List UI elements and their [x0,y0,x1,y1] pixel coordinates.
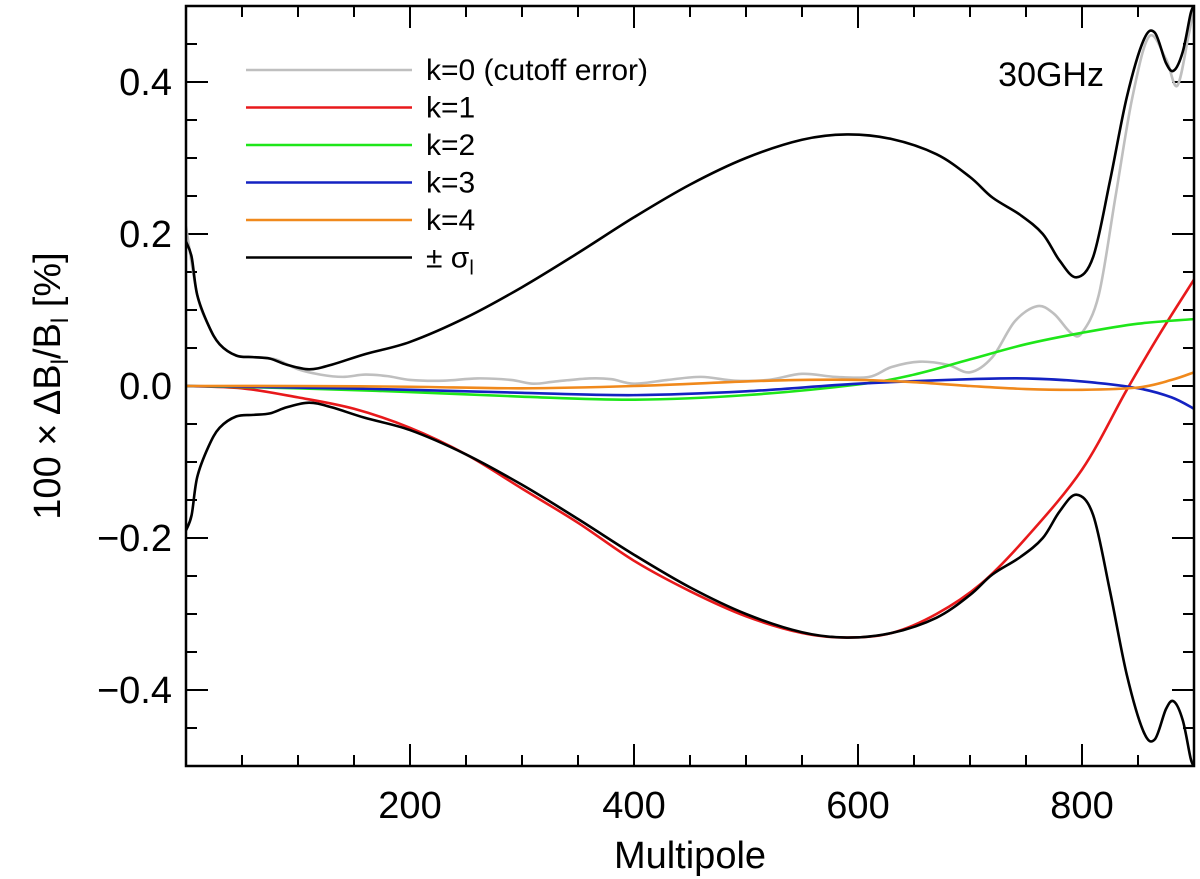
y-axis-title: 100 × ΔBl/Bl [%] [27,252,74,519]
frequency-annotation: 30GHz [998,56,1104,94]
legend-label: k=2 [426,129,475,162]
legend-label: ± σl [426,242,474,280]
legend-label: k=1 [426,92,475,125]
x-axis-title: Multipole [614,835,766,877]
series-line-k-3 [186,376,1194,410]
y-tick-label: 0.4 [119,62,172,104]
series-line-k-1 [186,278,1194,639]
series-line-k-4 [186,371,1194,392]
x-tick-label: 600 [826,785,889,827]
y-tick-label: 0.2 [119,214,172,256]
series-line-k-2 [186,317,1194,401]
plot-frame [184,4,1196,768]
series-line-minus-sigma [186,401,1194,766]
x-tick-label: 200 [378,785,441,827]
x-tick-label: 400 [602,785,665,827]
legend-label: k=0 (cutoff error) [426,54,648,87]
legend: k=0 (cutoff error) k=1 k=2 k=3 k=4 ± σl [246,54,648,280]
series-line-k-0-cutoff-error [186,6,1194,386]
y-tick-labels: −0.4 −0.2 0.0 0.2 0.4 [97,62,172,712]
series-line-l [186,6,1194,371]
y-tick-label: 0.0 [119,366,172,408]
axis-ticks [186,6,1194,766]
legend-label: k=4 [426,204,475,237]
y-tick-label: −0.4 [97,670,172,712]
x-tick-label: 800 [1050,785,1113,827]
y-tick-label: −0.2 [97,518,172,560]
series-group [186,6,1194,766]
legend-label: k=3 [426,167,475,200]
x-tick-labels: 200 400 600 800 [378,785,1113,827]
